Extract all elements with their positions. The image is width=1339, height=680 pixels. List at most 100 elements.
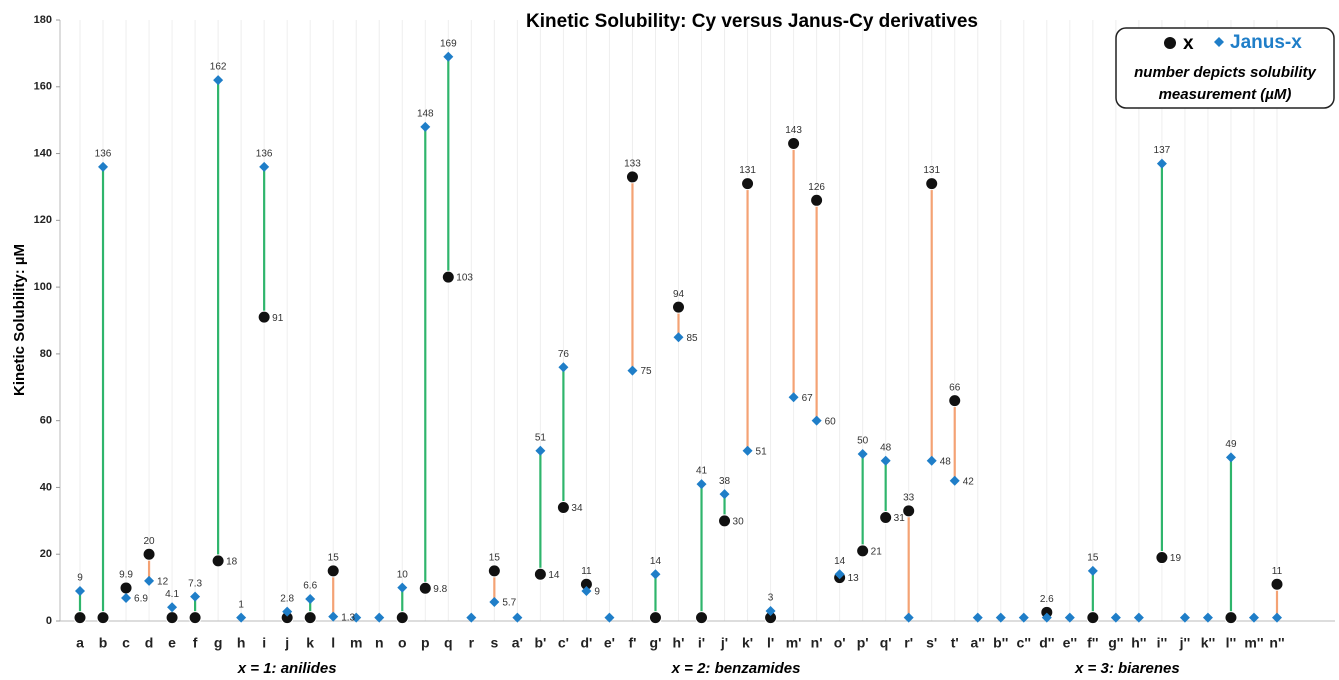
x-point <box>879 510 893 524</box>
y-axis-label: Kinetic Solubility: µM <box>11 244 28 396</box>
group-label: x = 1: anilides <box>237 660 337 677</box>
x-tick-label: d'' <box>1039 635 1054 651</box>
x-point <box>1270 577 1284 591</box>
x-point <box>96 611 110 625</box>
x-point <box>441 270 455 284</box>
value-label: 94 <box>673 289 685 300</box>
janus-point <box>903 612 914 623</box>
janus-point <box>972 612 983 623</box>
value-label: 48 <box>880 442 892 453</box>
y-tick-label: 140 <box>34 147 52 159</box>
x-point <box>257 310 271 324</box>
x-tick-label: r <box>469 635 475 651</box>
value-label: 9.9 <box>119 570 133 581</box>
x-tick-label: i'' <box>1157 635 1168 651</box>
value-label: 4.1 <box>165 589 179 600</box>
value-label: 2.8 <box>280 593 294 604</box>
x-point <box>73 611 87 625</box>
x-point <box>1155 551 1169 565</box>
janus-point <box>788 392 799 403</box>
janus-point <box>144 575 155 586</box>
value-label: 31 <box>894 513 906 524</box>
y-tick-label: 80 <box>40 348 52 360</box>
x-tick-label: c'' <box>1017 635 1031 651</box>
x-point <box>672 300 685 314</box>
value-label: 51 <box>756 446 768 457</box>
value-label: 91 <box>272 313 284 324</box>
value-label: 42 <box>963 476 975 487</box>
janus-point <box>443 51 454 62</box>
janus-point <box>305 593 316 604</box>
janus-point <box>558 362 569 373</box>
janus-point <box>834 569 845 580</box>
janus-point <box>1087 565 1098 576</box>
x-tick-label: o' <box>834 635 846 651</box>
janus-point <box>650 569 661 580</box>
value-label: 76 <box>558 349 570 360</box>
x-point <box>741 177 755 191</box>
janus-point <box>742 445 753 456</box>
value-label: 20 <box>143 536 155 547</box>
janus-point <box>282 606 293 617</box>
value-label: 9 <box>594 587 600 598</box>
value-label: 85 <box>687 333 699 344</box>
x-tick-label: d <box>145 635 154 651</box>
legend-marker-x <box>1164 37 1176 49</box>
value-label: 38 <box>719 476 731 487</box>
y-tick-label: 40 <box>40 481 52 493</box>
value-label: 60 <box>825 416 837 427</box>
janus-point <box>1018 612 1029 623</box>
legend-label-x: x <box>1183 33 1194 54</box>
x-tick-label: s <box>490 635 498 651</box>
y-tick-label: 100 <box>34 281 52 293</box>
x-tick-label: t' <box>951 635 959 651</box>
janus-point <box>489 596 500 607</box>
x-tick-label: j' <box>720 635 728 651</box>
value-label: 67 <box>802 393 814 404</box>
janus-point <box>811 415 822 426</box>
value-label: 12 <box>157 577 169 588</box>
x-tick-label: k' <box>742 635 753 651</box>
value-label: 9.8 <box>433 584 447 595</box>
janus-point <box>420 121 431 132</box>
janus-point <box>696 479 707 490</box>
x-point <box>188 611 202 625</box>
x-point <box>648 611 662 625</box>
value-label: 131 <box>739 165 756 176</box>
x-tick-label: g' <box>650 635 662 651</box>
janus-point <box>397 582 408 593</box>
x-point <box>810 193 824 207</box>
value-label: 136 <box>95 149 112 160</box>
legend-marker-janus <box>1214 37 1224 47</box>
x-point <box>326 564 340 578</box>
x-tick-label: o <box>398 635 407 651</box>
value-label: 18 <box>226 557 238 568</box>
janus-point <box>466 612 477 623</box>
y-tick-label: 180 <box>34 14 52 26</box>
x-point <box>787 137 801 151</box>
janus-point <box>627 365 638 376</box>
x-point <box>1086 611 1100 625</box>
value-label: 19 <box>1170 553 1182 564</box>
value-label: 48 <box>940 456 952 467</box>
janus-point <box>926 455 937 466</box>
x-tick-label: b <box>99 635 108 651</box>
x-tick-label: c' <box>558 635 569 651</box>
value-label: 6.6 <box>303 581 317 592</box>
x-point <box>165 611 179 625</box>
value-label: 21 <box>871 547 883 558</box>
y-tick-label: 120 <box>34 214 52 226</box>
y-tick-label: 160 <box>34 81 52 93</box>
x-tick-label: i <box>262 635 266 651</box>
y-tick-label: 60 <box>40 415 52 427</box>
janus-point <box>673 332 684 343</box>
x-tick-label: b'' <box>993 635 1008 651</box>
x-point <box>303 611 317 625</box>
janus-point <box>1248 612 1259 623</box>
x-tick-label: a'' <box>971 635 985 651</box>
x-point <box>695 611 709 625</box>
janus-point <box>1156 158 1167 169</box>
janus-point <box>880 455 891 466</box>
x-tick-label: f'' <box>1087 635 1098 651</box>
chart-title: Kinetic Solubility: Cy versus Janus-Cy d… <box>526 11 978 32</box>
